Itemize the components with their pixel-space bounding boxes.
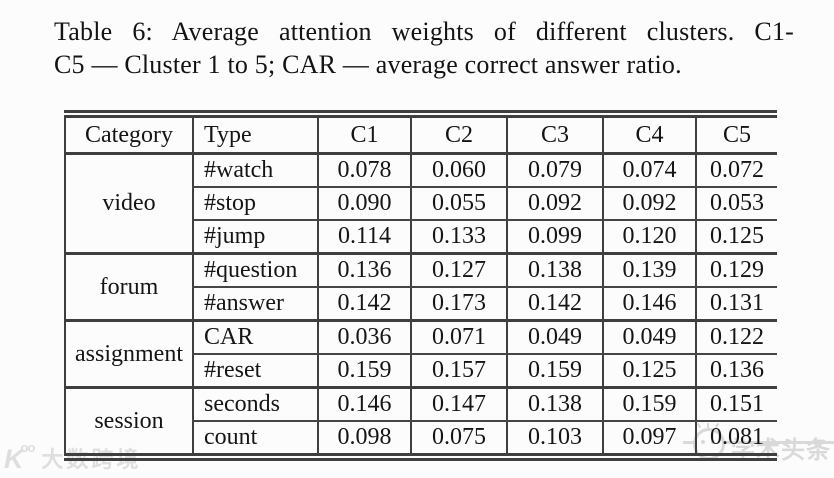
value-cell: 0.131 [695,287,777,322]
table-row: #stop 0.090 0.055 0.092 0.092 0.053 [65,187,777,221]
value-cell: 0.098 [317,421,411,457]
table-row: video #watch 0.078 0.060 0.079 0.074 0.0… [65,153,777,255]
value-cell: 0.159 [506,354,603,389]
header-cell-c3: C3 [506,114,603,155]
value-cell: 0.142 [317,287,411,322]
category-cell: assignment [65,320,193,389]
value-cell: 0.159 [317,354,411,389]
value-cell: 0.138 [506,253,603,288]
value-cell: 0.036 [317,320,411,355]
value-cell: 0.049 [506,320,603,355]
type-cell: #jump [192,220,318,255]
header-cell-category: Category [65,114,193,155]
value-cell: 0.078 [317,153,411,188]
value-cell: 0.114 [317,220,411,255]
header-row: Category Type C1 C2 C3 C4 C5 [65,114,777,155]
value-cell: 0.081 [695,421,777,457]
value-cell: 0.125 [695,220,777,255]
value-cell: 0.142 [506,287,603,322]
value-cell: 0.049 [602,320,696,355]
attention-weights-table: Category Type C1 C2 C3 C4 C5 video #watc… [64,110,777,461]
table-row: forum #question 0.136 0.127 0.138 0.139 … [65,253,777,322]
table-row: #jump 0.114 0.133 0.099 0.120 0.125 [65,220,777,255]
value-cell: 0.092 [506,187,603,221]
value-cell: 0.053 [695,187,777,221]
value-cell: 0.146 [602,287,696,322]
value-cell: 0.146 [317,387,411,422]
value-cell: 0.125 [602,354,696,389]
caption-line-1: Table 6: Average attention weights of di… [54,17,794,46]
header-cell-c5: C5 [695,114,777,155]
table-caption: Table 6: Average attention weights of di… [54,15,794,81]
table-row: session seconds 0.146 0.147 0.138 0.159 … [65,387,777,434]
table-row: #answer 0.142 0.173 0.142 0.146 0.131 [65,287,777,322]
table-row: assignment CAR 0.036 0.071 0.049 0.049 0… [65,320,777,389]
value-cell: 0.079 [506,153,603,188]
header-cell-c4: C4 [602,114,696,155]
value-cell: 0.103 [506,421,603,457]
value-cell: 0.173 [410,287,507,322]
type-cell: #reset [192,354,318,389]
value-cell: 0.060 [410,153,507,188]
value-cell: 0.092 [602,187,696,221]
table-row: count 0.098 0.075 0.103 0.097 0.081 [65,421,777,457]
value-cell: 0.136 [695,354,777,389]
type-cell: #question [192,253,318,288]
header-cell-c1: C1 [317,114,411,155]
value-cell: 0.097 [602,421,696,457]
value-cell: 0.122 [695,320,777,355]
table-row: #reset 0.159 0.157 0.159 0.125 0.136 [65,354,777,389]
type-cell: #watch [192,153,318,188]
category-cell: video [65,153,193,255]
value-cell: 0.136 [317,253,411,288]
header-cell-c2: C2 [410,114,507,155]
value-cell: 0.138 [506,387,603,422]
value-cell: 0.159 [602,387,696,422]
value-cell: 0.147 [410,387,507,422]
type-cell: seconds [192,387,318,422]
dashukuajing-logo-icon: Koo [4,439,35,474]
value-cell: 0.129 [695,253,777,288]
header-cell-type: Type [192,114,318,155]
value-cell: 0.055 [410,187,507,221]
value-cell: 0.157 [410,354,507,389]
type-cell: count [192,421,318,457]
category-cell: session [94,407,164,434]
value-cell: 0.151 [695,387,777,422]
value-cell: 0.127 [410,253,507,288]
value-cell: 0.120 [602,220,696,255]
value-cell: 0.072 [695,153,777,188]
value-cell: 0.075 [410,421,507,457]
category-cell: forum [65,253,193,322]
value-cell: 0.074 [602,153,696,188]
value-cell: 0.090 [317,187,411,221]
table-container: Category Type C1 C2 C3 C4 C5 video #watc… [64,110,777,461]
value-cell: 0.133 [410,220,507,255]
value-cell: 0.139 [602,253,696,288]
value-cell: 0.099 [506,220,603,255]
type-cell: #answer [192,287,318,322]
type-cell: CAR [192,320,318,355]
type-cell: #stop [192,187,318,221]
value-cell: 0.071 [410,320,507,355]
caption-line-2: C5 — Cluster 1 to 5; CAR — average corre… [54,50,682,79]
